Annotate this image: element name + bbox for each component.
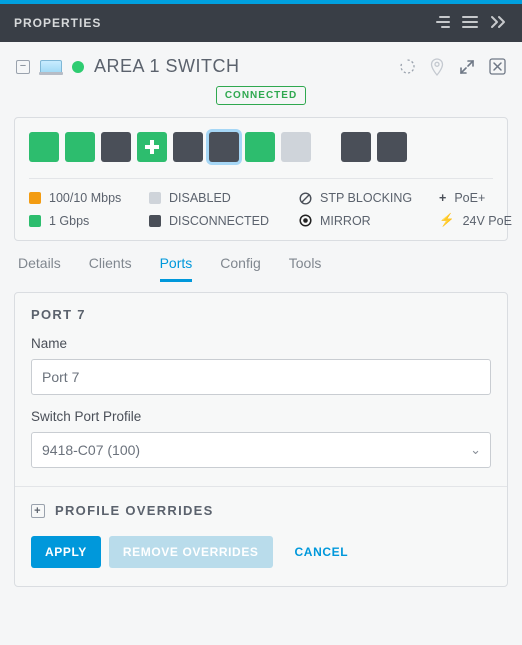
port-slot[interactable] bbox=[29, 132, 59, 162]
port-slot[interactable] bbox=[65, 132, 95, 162]
remove-overrides-button[interactable]: REMOVE OVERRIDES bbox=[109, 536, 273, 568]
swatch-orange-icon bbox=[29, 192, 41, 204]
swatch-grey-icon bbox=[149, 192, 161, 204]
port-slot[interactable] bbox=[281, 132, 311, 162]
port-slot[interactable] bbox=[341, 132, 371, 162]
list-icon[interactable] bbox=[462, 15, 478, 32]
profile-label: Switch Port Profile bbox=[31, 409, 491, 424]
align-right-icon[interactable] bbox=[434, 15, 450, 32]
name-label: Name bbox=[31, 336, 491, 351]
apply-button[interactable]: APPLY bbox=[31, 536, 101, 568]
tab-details[interactable]: Details bbox=[18, 255, 61, 282]
device-type-icon bbox=[40, 60, 62, 74]
blocking-icon bbox=[299, 192, 312, 205]
connected-badge: CONNECTED bbox=[216, 86, 306, 105]
device-title: AREA 1 SWITCH bbox=[94, 56, 388, 77]
tab-ports[interactable]: Ports bbox=[160, 255, 193, 282]
divider bbox=[15, 486, 507, 487]
expand-icon: + bbox=[31, 504, 45, 518]
restart-icon[interactable] bbox=[398, 58, 416, 76]
port-name-input[interactable] bbox=[31, 359, 491, 395]
panel-header-actions bbox=[434, 15, 508, 32]
mirror-icon bbox=[299, 214, 312, 227]
port-slot[interactable] bbox=[377, 132, 407, 162]
close-icon[interactable] bbox=[488, 58, 506, 76]
device-header-row: − AREA 1 SWITCH bbox=[0, 42, 522, 81]
legend-100-10: 100/10 Mbps bbox=[29, 191, 149, 205]
port-slot[interactable] bbox=[209, 132, 239, 162]
ports-row bbox=[29, 132, 493, 179]
port-slot[interactable] bbox=[137, 132, 167, 162]
swatch-dark-icon bbox=[149, 215, 161, 227]
legend-disconnected: DISCONNECTED bbox=[149, 213, 299, 228]
locate-icon[interactable] bbox=[428, 58, 446, 76]
status-indicator bbox=[72, 61, 84, 73]
port-slot[interactable] bbox=[173, 132, 203, 162]
form-actions: APPLY REMOVE OVERRIDES CANCEL bbox=[31, 536, 491, 568]
port-section-title: PORT 7 bbox=[31, 307, 491, 322]
swatch-green-icon bbox=[29, 215, 41, 227]
connection-status-row: CONNECTED bbox=[0, 81, 522, 117]
expand-icon[interactable] bbox=[458, 58, 476, 76]
legend-mirror: MIRROR bbox=[299, 213, 439, 228]
tab-config[interactable]: Config bbox=[220, 255, 260, 282]
port-slot[interactable] bbox=[101, 132, 131, 162]
tab-tools[interactable]: Tools bbox=[289, 255, 322, 282]
port-form-card: PORT 7 Name Switch Port Profile 9418-C07… bbox=[14, 292, 508, 587]
legend-disabled: DISABLED bbox=[149, 191, 299, 205]
device-toolbar bbox=[398, 58, 506, 76]
port-profile-select[interactable]: 9418-C07 (100) bbox=[31, 432, 491, 468]
legend-1gbps: 1 Gbps bbox=[29, 213, 149, 228]
cancel-button[interactable]: CANCEL bbox=[281, 536, 363, 568]
tabs: Details Clients Ports Config Tools bbox=[0, 241, 522, 282]
plus-icon: + bbox=[439, 191, 446, 205]
legend-24v-poe: ⚡ 24V PoE bbox=[439, 213, 512, 228]
panel-header: PROPERTIES bbox=[0, 4, 522, 42]
tab-clients[interactable]: Clients bbox=[89, 255, 132, 282]
collapse-panel-icon[interactable] bbox=[490, 15, 508, 32]
legend-poe-plus: + PoE+ bbox=[439, 191, 512, 205]
profile-overrides-toggle[interactable]: + PROFILE OVERRIDES bbox=[31, 503, 491, 518]
port-slot[interactable] bbox=[245, 132, 275, 162]
panel-title: PROPERTIES bbox=[14, 16, 101, 30]
bolt-icon: ⚡ bbox=[439, 213, 455, 228]
legend-stp-blocking: STP BLOCKING bbox=[299, 191, 439, 205]
collapse-toggle[interactable]: − bbox=[16, 60, 30, 74]
ports-card: 100/10 Mbps DISABLED STP BLOCKING + PoE+… bbox=[14, 117, 508, 241]
ports-legend: 100/10 Mbps DISABLED STP BLOCKING + PoE+… bbox=[29, 179, 493, 230]
